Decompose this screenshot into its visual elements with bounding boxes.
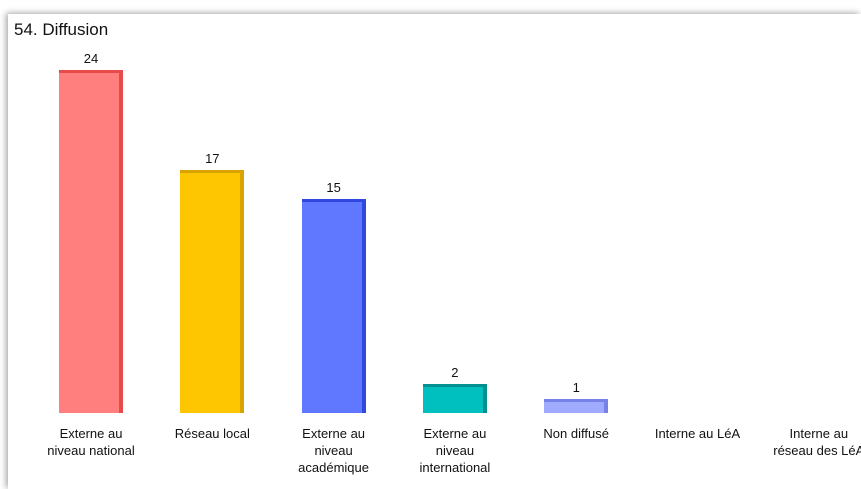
category-label: Non diffusé xyxy=(543,426,609,441)
chart-title: 54. Diffusion xyxy=(14,20,109,39)
chart-panel: 54. Diffusion Externe au niveau national… xyxy=(8,14,861,489)
category-label: Externe au niveau académique xyxy=(298,426,369,475)
bar xyxy=(59,69,123,413)
bar xyxy=(422,384,487,413)
value-label: 1 xyxy=(572,379,580,395)
category-label: Réseau local xyxy=(174,426,250,441)
category-label: Externe au niveau international xyxy=(419,426,491,475)
value-label: 15 xyxy=(326,179,341,195)
category-label: Interne au LéA xyxy=(654,426,741,441)
bar xyxy=(301,198,366,413)
category-label: Externe au niveau national xyxy=(47,426,135,458)
category-label: Interne au réseau des LéA xyxy=(773,426,861,458)
bar xyxy=(180,169,245,413)
value-label: 17 xyxy=(205,150,220,166)
value-label: 2 xyxy=(451,365,459,381)
bar xyxy=(544,398,609,413)
value-label: 24 xyxy=(83,50,99,66)
